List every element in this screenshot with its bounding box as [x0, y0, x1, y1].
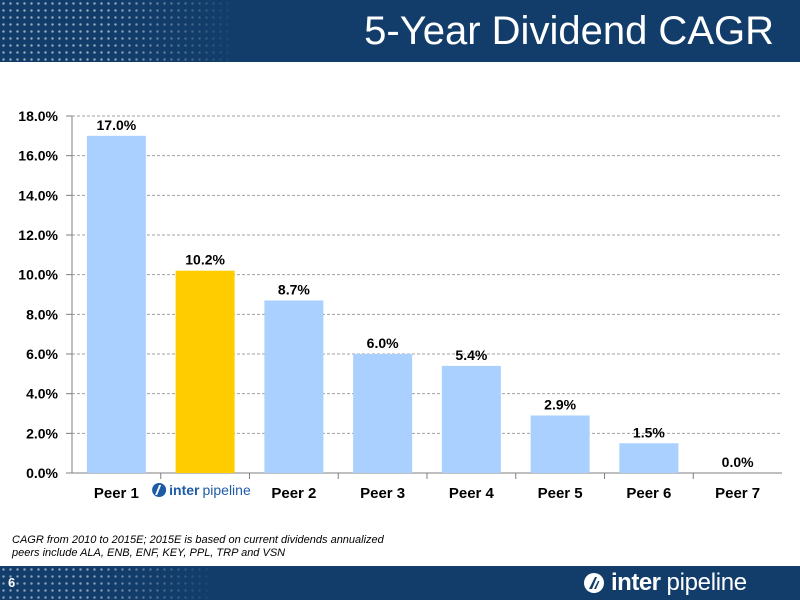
bar-peer-0: [86, 135, 146, 473]
x-category-logo: inter pipeline: [152, 482, 251, 498]
data-label: 10.2%: [185, 252, 225, 268]
bar-chart: 0.0% 2.0% 4.0% 6.0% 8.0% 10.0% 12.0% 14.0% 16.0%…: [18, 108, 782, 502]
footnote: CAGR from 2010 to 2015E; 2015E is based …: [12, 534, 384, 560]
y-tick-label: 14.0%: [18, 187, 58, 203]
y-tick-label: 0.0%: [26, 465, 58, 481]
data-label: 1.5%: [633, 424, 665, 440]
footnote-line-2: peers include ALA, ENB, ENF, KEY, PPL, T…: [12, 547, 286, 559]
bar-peer-4: [441, 365, 501, 473]
footer-dot-fade: [90, 566, 220, 600]
footer-bar: 6 inter pipeline: [0, 566, 800, 600]
bar-peer-5: [530, 415, 590, 473]
y-tick-label: 4.0%: [26, 386, 58, 402]
x-category-label: Peer 5: [538, 485, 583, 502]
y-tick-label: 16.0%: [18, 148, 58, 164]
data-label: 6.0%: [367, 335, 399, 351]
dot-pattern-fade: [110, 0, 240, 62]
y-tick-label: 2.0%: [26, 425, 58, 441]
x-category-label: Peer 2: [271, 485, 316, 502]
x-category-label: Peer 1: [94, 485, 139, 502]
bar-peer-3: [353, 354, 413, 473]
page-number: 6: [8, 575, 16, 590]
data-label: 2.9%: [544, 396, 576, 412]
logo-word-pipeline: pipeline: [202, 482, 250, 498]
title-bar: 5-Year Dividend CAGR: [0, 0, 800, 62]
logo-slash-mark: [155, 485, 162, 495]
company-logo: inter pipeline: [583, 568, 747, 598]
data-label: 5.4%: [455, 347, 487, 363]
pipeline-logo-icon: [584, 573, 604, 593]
y-tick-label: 12.0%: [18, 227, 58, 243]
x-category-logo-text: inter pipeline: [169, 482, 251, 498]
bar-peer-2: [264, 300, 324, 473]
data-label: 8.7%: [278, 281, 310, 297]
bar-inter-pipeline: [175, 270, 235, 473]
data-label: 0.0%: [722, 454, 754, 470]
y-tick-label: 10.0%: [18, 267, 58, 283]
y-tick-label: 6.0%: [26, 346, 58, 362]
x-category-label: Peer 6: [626, 485, 671, 502]
logo-word-inter: inter: [169, 482, 200, 498]
x-category-label: Peer 7: [715, 485, 760, 502]
bar-peer-6: [619, 443, 679, 473]
footnote-line-1: CAGR from 2010 to 2015E; 2015E is based …: [12, 534, 384, 546]
y-tick-label: 8.0%: [26, 306, 58, 322]
x-category-label: Peer 3: [360, 485, 405, 502]
x-category-label: Peer 4: [449, 485, 495, 502]
slide-title: 5-Year Dividend CAGR: [364, 9, 774, 53]
logo-word-inter: inter: [611, 569, 661, 596]
logo-word-pipeline: pipeline: [666, 569, 748, 596]
data-label: 17.0%: [97, 117, 137, 133]
y-tick-label: 18.0%: [18, 108, 58, 124]
